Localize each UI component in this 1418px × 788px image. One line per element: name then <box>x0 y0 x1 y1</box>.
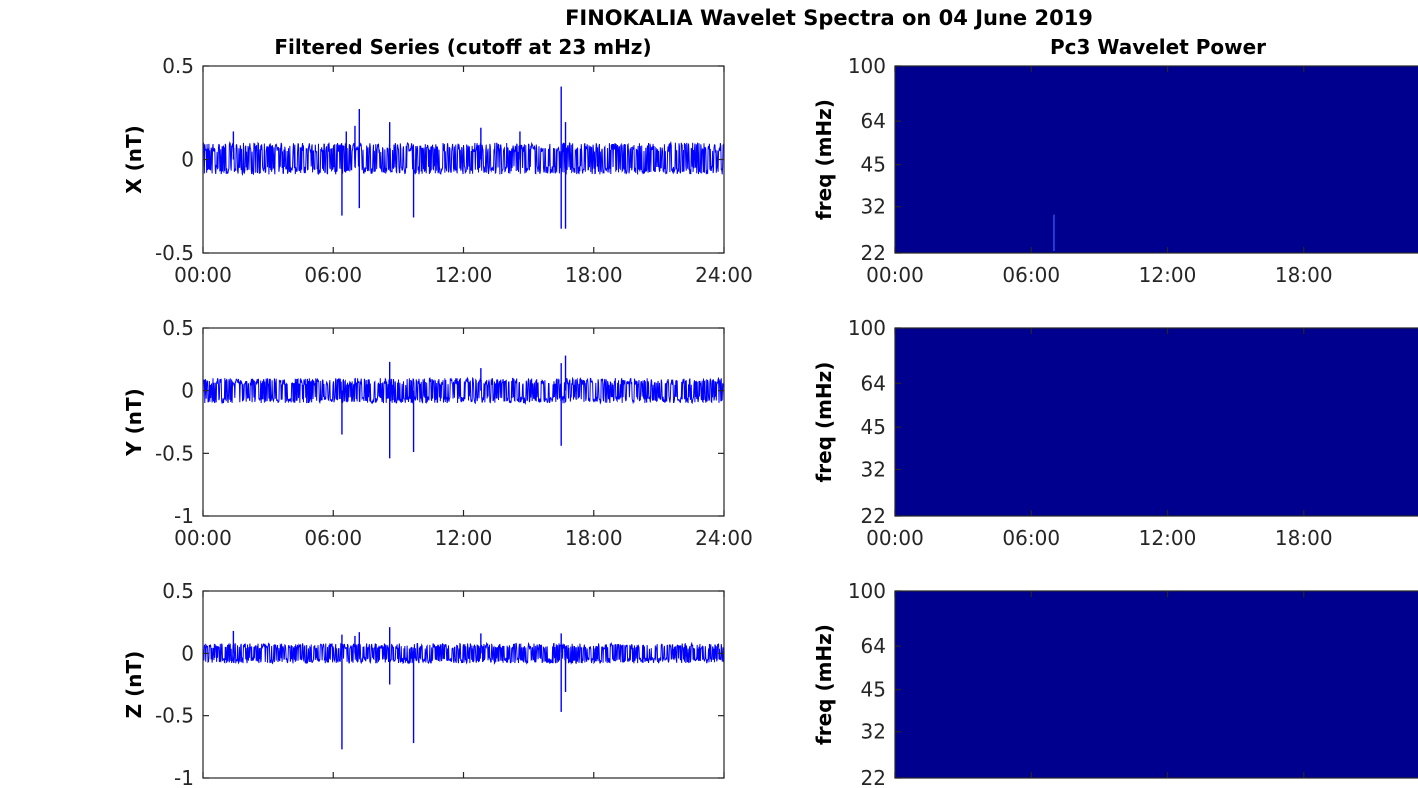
y-tick-label: -0.5 <box>155 704 194 728</box>
y-tick-label: 22 <box>861 241 886 265</box>
x-tick-label: 18:00 <box>1275 263 1333 287</box>
y-tick-label: 64 <box>861 634 886 658</box>
x-tick-label: 12:00 <box>435 526 493 550</box>
y-tick-label: 64 <box>861 109 886 133</box>
y-tick-label: 100 <box>848 54 886 78</box>
y-axis-label: freq (mHz) <box>812 99 836 220</box>
y-tick-label: -0.5 <box>155 441 194 465</box>
x-tick-label: 24:00 <box>695 263 753 287</box>
y-tick-label: 100 <box>848 316 886 340</box>
x-tick-label: 00:00 <box>866 526 924 550</box>
y-tick-label: 0.5 <box>162 316 194 340</box>
panel-series-1: 00:00 06:00 12:00 18:00 24:00 0.5 0 -0.5 X (nT) <box>122 54 753 287</box>
y-tick-label: 22 <box>861 766 886 788</box>
axes-frame <box>202 327 725 517</box>
y-tick-label: 100 <box>848 579 886 603</box>
x-tick-label: 00:00 <box>174 263 232 287</box>
x-tick-label: 06:00 <box>1002 526 1060 550</box>
y-tick-label: 45 <box>861 678 886 702</box>
x-tick-label: 18:00 <box>565 526 623 550</box>
y-tick-label: 32 <box>861 195 886 219</box>
panel-power-3: 100 64 45 32 22 freq (mHz) <box>812 579 1418 788</box>
y-tick-label: 45 <box>861 153 886 177</box>
x-tick-label: 06:00 <box>1002 263 1060 287</box>
y-tick-label: 64 <box>861 371 886 395</box>
y-axis-label: freq (mHz) <box>812 624 836 745</box>
series-trace <box>203 641 724 665</box>
x-tick-label: 06:00 <box>304 263 362 287</box>
power-field <box>895 591 1418 778</box>
y-axis-label: X (nT) <box>122 125 146 194</box>
x-tick-label: 24:00 <box>695 526 753 550</box>
panel-series-3: 0.5 0 -0.5 -1 Z (nT) <box>122 579 725 788</box>
y-tick-label: 0.5 <box>162 54 194 78</box>
x-tick-label: 00:00 <box>866 263 924 287</box>
y-axis-label: freq (mHz) <box>812 362 836 483</box>
y-tick-label: -0.5 <box>155 241 194 265</box>
y-axis-label: Z (nT) <box>122 651 146 719</box>
panel-series-2: 00:00 06:00 12:00 18:00 24:00 0.5 0 -0.5 -1 Y (nT… <box>122 316 753 550</box>
y-tick-label: 32 <box>861 720 886 744</box>
x-tick-label: 18:00 <box>565 263 623 287</box>
series-trace <box>203 376 724 405</box>
x-tick-label: 06:00 <box>304 526 362 550</box>
power-field <box>895 328 1418 516</box>
left-column-title: Filtered Series (cutoff at 23 mHz) <box>274 35 651 59</box>
y-tick-label: 22 <box>861 504 886 528</box>
y-tick-label: 0 <box>181 379 194 403</box>
y-tick-label: 45 <box>861 415 886 439</box>
y-tick-label: 0.5 <box>162 579 194 603</box>
y-tick-label: 0 <box>181 641 194 665</box>
y-tick-label: 32 <box>861 457 886 481</box>
y-axis-label: Y (nT) <box>122 388 146 457</box>
panels: 00:00 06:00 12:00 18:00 24:000.50-0.5X (nT)0… <box>122 54 1418 788</box>
power-field <box>895 66 1418 253</box>
series-trace <box>203 140 724 177</box>
y-tick-label: -1 <box>174 766 194 788</box>
y-tick-label: -1 <box>174 504 194 528</box>
x-tick-label: 12:00 <box>1139 263 1197 287</box>
figure-title: FINOKALIA Wavelet Spectra on 04 June 201… <box>565 6 1093 30</box>
x-tick-label: 00:00 <box>174 526 232 550</box>
x-tick-label: 18:00 <box>1275 526 1333 550</box>
y-tick-label: 0 <box>181 148 194 172</box>
x-tick-label: 12:00 <box>435 263 493 287</box>
axes-frame <box>202 590 725 779</box>
x-tick-label: 12:00 <box>1139 526 1197 550</box>
right-column-title: Pc3 Wavelet Power <box>1050 35 1266 59</box>
